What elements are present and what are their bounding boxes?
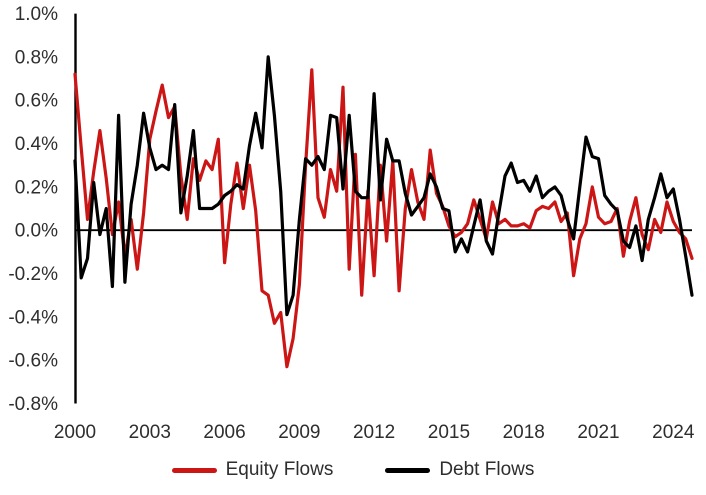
legend-item-debt: Debt Flows <box>385 459 534 481</box>
flows-line-chart: 1.0% 0.8% 0.6% 0.4% 0.2% 0.0% -0.2% -0.4% -0.6% -… <box>8 4 695 443</box>
x-tick-label: 2024 <box>652 422 695 443</box>
y-tick-label: -0.4% <box>8 307 58 328</box>
y-tick-label: 0.0% <box>15 221 58 242</box>
y-tick-label: 1.0% <box>15 4 58 25</box>
x-tick-label: 2015 <box>428 422 470 443</box>
y-tick-label: -0.2% <box>8 264 58 285</box>
x-tick-label: 2012 <box>353 422 395 443</box>
equity-legend-label: Equity Flows <box>225 459 334 480</box>
y-tick-label: -0.6% <box>8 351 58 372</box>
y-tick-label: 0.8% <box>15 47 58 68</box>
x-tick-label: 2009 <box>278 422 320 443</box>
debt-flows-line <box>73 55 694 317</box>
chart-legend: Equity Flows Debt Flows <box>0 450 706 490</box>
debt-line-swatch <box>385 467 431 473</box>
x-tick-label: 2021 <box>577 422 619 443</box>
y-tick-label: 0.6% <box>15 91 58 112</box>
x-tick-label: 2006 <box>203 422 245 443</box>
x-tick-label: 2003 <box>129 422 171 443</box>
x-tick-label: 2018 <box>503 422 545 443</box>
x-tick-label: 2000 <box>54 422 96 443</box>
y-tick-label: 0.4% <box>15 134 58 155</box>
equity-flows-line <box>73 68 694 369</box>
equity-line-swatch <box>171 467 217 473</box>
y-tick-label: -0.8% <box>8 394 58 415</box>
debt-legend-label: Debt Flows <box>439 459 535 480</box>
legend-item-equity: Equity Flows <box>171 459 334 481</box>
y-tick-label: 0.2% <box>15 177 58 198</box>
